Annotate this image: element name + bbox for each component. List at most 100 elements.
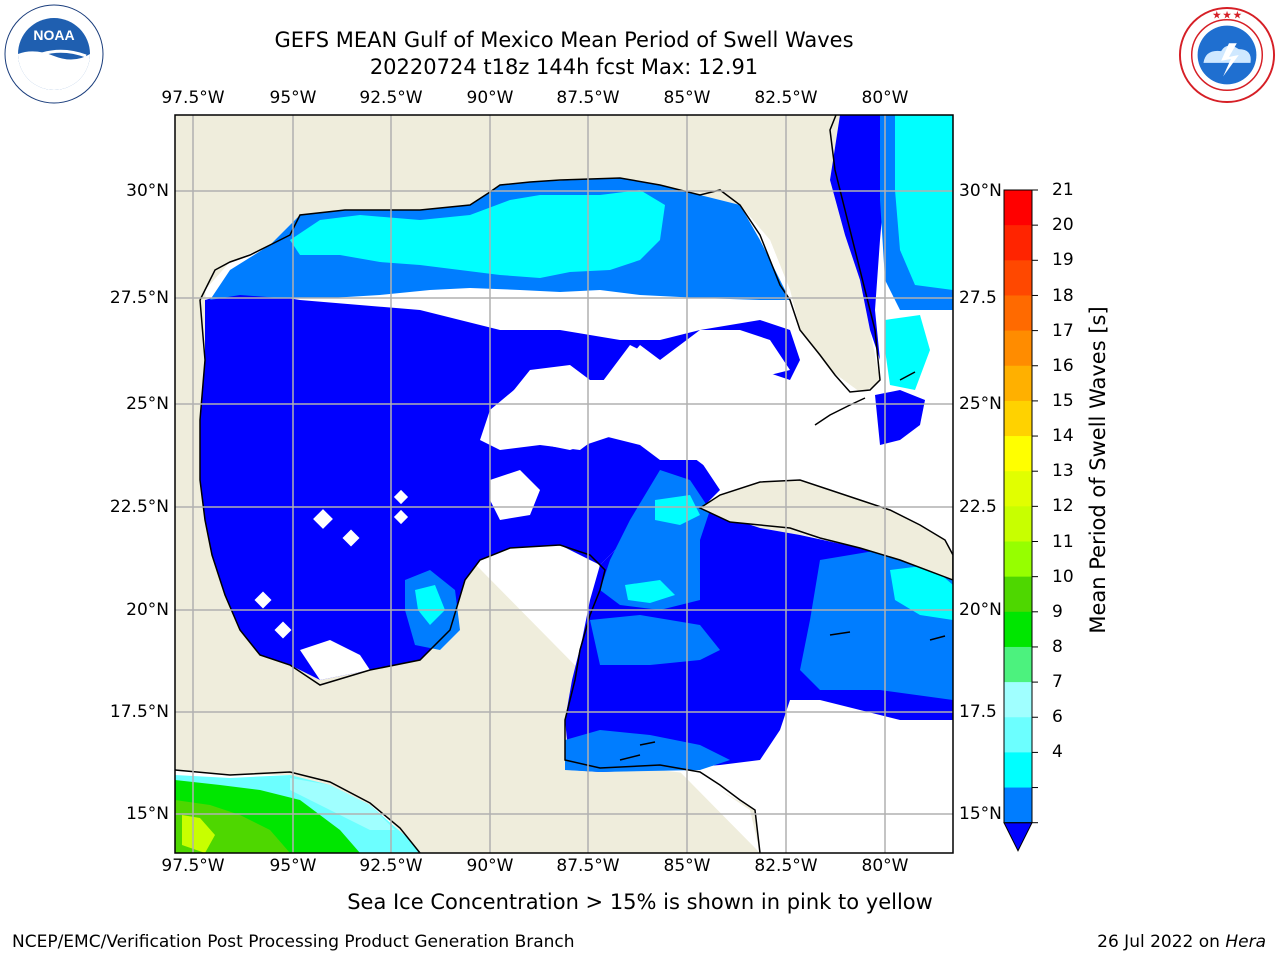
lat-tick-right: 17.5: [959, 702, 997, 722]
lat-tick-left: 25°N: [126, 394, 169, 414]
svg-text:★ ★ ★: ★ ★ ★: [1213, 10, 1243, 20]
footer-date-text: 26 Jul 2022 on: [1097, 932, 1226, 952]
swell-6-7s-carib: [625, 580, 675, 603]
colorbar-band: [1004, 576, 1032, 613]
coastline-mexico: [199, 299, 761, 853]
swell-6-7s-east: [890, 565, 953, 620]
colorbar-band: [1004, 260, 1032, 296]
colorbar-tick: 21: [1052, 180, 1074, 200]
colorbar-band: [1004, 752, 1032, 789]
swell-none-cell: [313, 509, 333, 529]
lon-tick-bottom: 95°W: [269, 856, 317, 876]
lon-tick-top: 92.5°W: [359, 88, 423, 108]
colorbar-band: [1004, 682, 1032, 718]
lat-tick-right: 22.5: [959, 497, 997, 517]
coastline-pacific: [175, 769, 421, 853]
lon-tick-top: 90°W: [466, 88, 514, 108]
colorbar-tick: 17: [1052, 321, 1074, 341]
colorbar-tick: 4: [1052, 742, 1063, 762]
chart-subtitle: 20220724 t18z 144h fcst Max: 12.91: [369, 55, 759, 79]
swell-6-7s-atlantic: [895, 115, 953, 290]
lon-tick-bottom: 97.5°W: [161, 856, 225, 876]
colorbar-band: [1004, 225, 1032, 261]
swell-4-6s-carib-south: [565, 730, 730, 772]
footer-branch: NCEP/EMC/Verification Post Processing Pr…: [12, 932, 575, 952]
lon-tick-bottom: 85°W: [663, 856, 711, 876]
lat-tick-right: 30°N: [959, 181, 1002, 201]
colorbar-tick: 6: [1052, 707, 1063, 727]
map-grid: [175, 115, 953, 853]
lon-tick-top: 80°W: [861, 88, 909, 108]
lat-tick-left: 22.5°N: [109, 497, 169, 517]
colorbar-band: [1004, 190, 1032, 226]
lat-tick-right: 15°N: [959, 804, 1002, 824]
lon-tick-bottom: 90°W: [466, 856, 514, 876]
colorbar-band: [1004, 541, 1032, 578]
colorbar-band: [1004, 471, 1032, 507]
swell-none-central: [490, 330, 790, 475]
lon-tick-top: 95°W: [269, 88, 317, 108]
noaa-logo-text: NOAA: [33, 27, 74, 43]
colorbar-tick: 18: [1052, 286, 1074, 306]
colorbar-band: [1004, 787, 1032, 824]
lat-tick-left: 15°N: [126, 804, 169, 824]
lon-tick-bottom: 87.5°W: [556, 856, 620, 876]
colorbar-band: [1004, 330, 1032, 367]
colorbar-band: [1004, 611, 1032, 648]
colorbar-tick: 10: [1052, 567, 1074, 587]
colorbar-tick: 11: [1052, 532, 1074, 552]
colorbar-tick: 19: [1052, 250, 1074, 270]
lat-tick-left: 27.5°N: [109, 288, 169, 308]
coastline-bahamas: [619, 371, 946, 761]
colorbar-label: Mean Period of Swell Waves [s]: [1086, 306, 1110, 634]
map-frame: [174, 114, 954, 854]
colorbar-band: [1004, 365, 1032, 402]
colorbar-tick: 20: [1052, 215, 1074, 235]
lat-tick-left: 20°N: [126, 600, 169, 620]
footer-date: 26 Jul 2022 on Hera: [1097, 932, 1266, 952]
sea-ice-note: Sea Ice Concentration > 15% is shown in …: [347, 890, 933, 914]
lon-tick-bottom: 82.5°W: [754, 856, 818, 876]
pacific-swell-yellow: [182, 815, 215, 853]
colorbar: [1003, 189, 1038, 852]
swell-none-cell: [274, 621, 292, 639]
noaa-logo: NOAA: [4, 4, 104, 104]
map-area: [175, 115, 953, 853]
coastline-cuba: [698, 479, 953, 581]
colorbar-tick: 7: [1052, 672, 1063, 692]
colorbar-band: [1004, 717, 1032, 753]
colorbar-band: [1004, 295, 1032, 332]
pacific-swell-cyan: [290, 778, 395, 830]
swell-6-7s-straits: [885, 315, 930, 390]
colorbar-tick: 12: [1052, 496, 1074, 516]
lon-tick-top: 82.5°W: [754, 88, 818, 108]
swell-6-7s-bay: [415, 585, 445, 625]
swell-none-cell: [342, 529, 360, 547]
colorbar-extend-triangle: [1003, 822, 1033, 852]
colorbar-band: [1004, 646, 1032, 683]
colorbar-tick: 13: [1052, 461, 1074, 481]
coastline: [199, 115, 881, 393]
colorbar-tick: 9: [1052, 602, 1063, 622]
colorbar-tick: 15: [1052, 391, 1074, 411]
lat-tick-left: 30°N: [126, 181, 169, 201]
lon-tick-top: 87.5°W: [556, 88, 620, 108]
lon-tick-top: 85°W: [663, 88, 711, 108]
swell-none-cell: [393, 489, 409, 505]
lon-tick-bottom: 92.5°W: [359, 856, 423, 876]
footer-host: Hera: [1225, 932, 1266, 952]
lon-tick-top: 97.5°W: [161, 88, 225, 108]
colorbar-band: [1004, 436, 1032, 472]
colorbar-tick: 16: [1052, 356, 1074, 376]
chart-title: GEFS MEAN Gulf of Mexico Mean Period of …: [274, 28, 854, 52]
lon-tick-bottom: 80°W: [861, 856, 909, 876]
lat-tick-right: 20°N: [959, 600, 1002, 620]
swell-none-south2: [300, 640, 370, 680]
colorbar-tick: 8: [1052, 637, 1063, 657]
lat-tick-left: 17.5°N: [109, 702, 169, 722]
lat-tick-right: 25°N: [959, 394, 1002, 414]
colorbar-band: [1004, 506, 1032, 542]
swell-none-cell: [393, 509, 409, 525]
nws-logo: ★ ★ ★: [1178, 6, 1276, 104]
